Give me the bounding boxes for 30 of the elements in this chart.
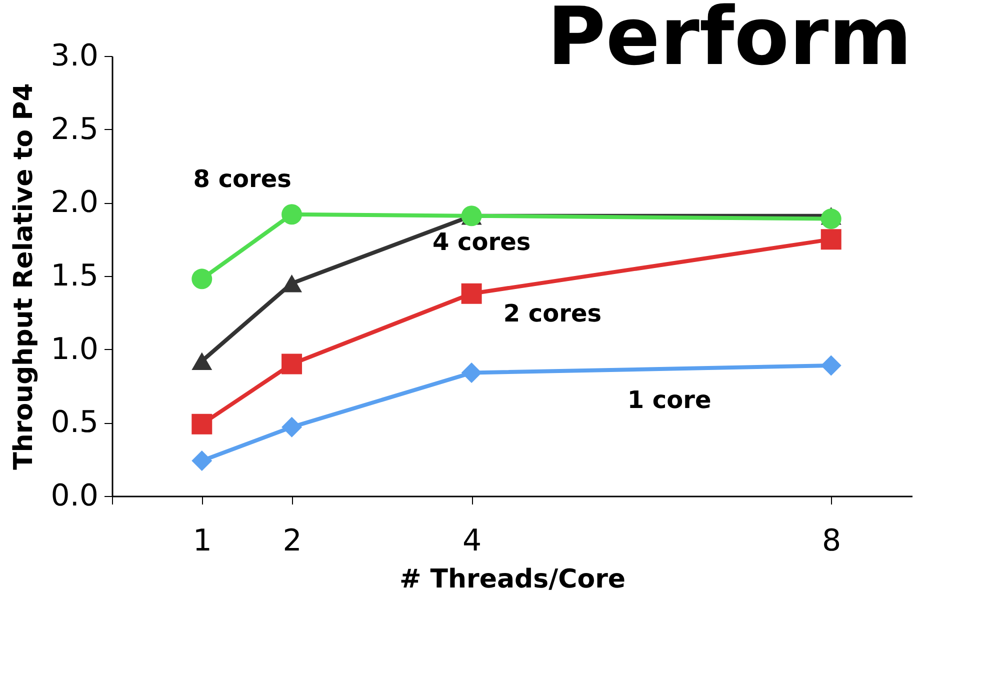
x-axis-title: # Threads/Core [399, 564, 626, 594]
point [282, 204, 302, 225]
point [461, 362, 482, 384]
x-tick-label: 2 [282, 524, 302, 558]
point [282, 354, 302, 374]
series-label: 1 core [627, 386, 712, 414]
x-tick-label: 4 [462, 524, 482, 558]
y-tick-label: 2.0 [50, 185, 98, 220]
point [820, 355, 842, 376]
y-tick-label: 0.5 [50, 405, 98, 440]
x-tick-label: 1 [192, 524, 212, 558]
y-tick-label: 0.0 [50, 478, 98, 514]
y-tick-label: 3.0 [50, 38, 98, 74]
y-tick-label: 1.0 [50, 332, 98, 367]
point [192, 352, 212, 370]
y-tick-label: 1.5 [50, 258, 98, 294]
chart-title: Perform [547, 0, 912, 83]
point [192, 268, 212, 290]
series-label: 8 cores [193, 164, 292, 193]
point [820, 229, 842, 250]
point [192, 450, 212, 472]
point [461, 283, 482, 304]
point [282, 416, 302, 438]
y-tick-label: 2.5 [50, 112, 98, 147]
point [192, 414, 212, 434]
series-label: 4 cores [432, 228, 531, 256]
series-label: 2 cores [503, 299, 602, 328]
x-tick-label: 8 [822, 524, 842, 558]
y-axis-title: Throughput Relative to P4 [8, 83, 39, 470]
point [820, 208, 842, 230]
